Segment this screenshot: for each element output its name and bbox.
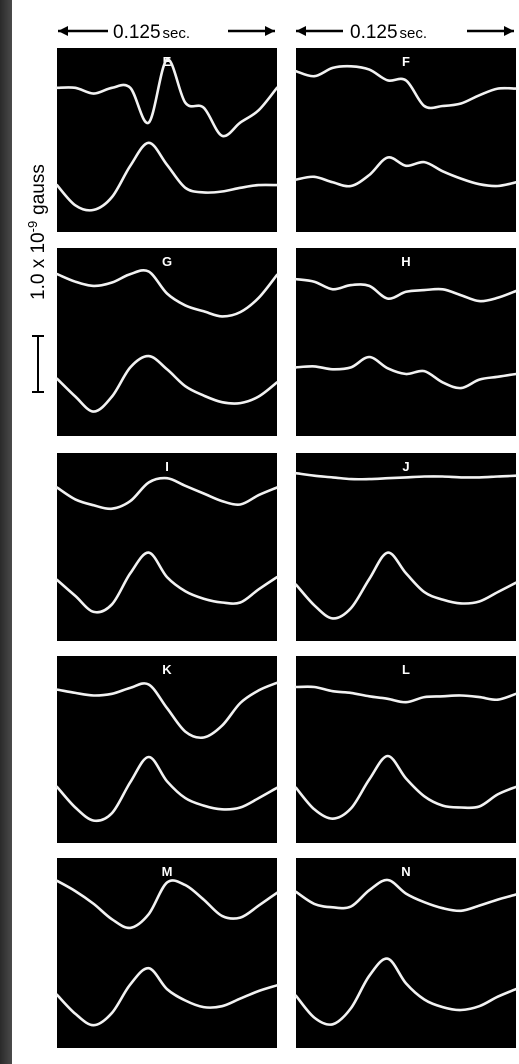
panel-label: N (401, 864, 410, 879)
panel-background (296, 858, 516, 1048)
arrowhead-right-a (296, 26, 306, 36)
amplitude-scale: 1.0 x 10-9gauss (25, 164, 49, 393)
panel-m: M (55, 858, 279, 1048)
upper-trace (55, 476, 279, 511)
panel-background (296, 453, 516, 641)
panel-i: I (55, 453, 279, 641)
lower-trace (55, 966, 279, 1027)
panel-background (57, 48, 277, 232)
upper-trace (294, 64, 518, 110)
panel-background (296, 248, 516, 436)
panel-label: M (162, 864, 173, 879)
panel-background (296, 656, 516, 843)
panel-h: H (294, 248, 518, 436)
lower-trace (294, 957, 518, 1026)
panel-background (57, 656, 277, 843)
scale-label: 1.0 x 10-9gauss (25, 164, 49, 300)
lower-trace (55, 141, 279, 212)
panel-label: K (162, 662, 172, 677)
lower-trace (294, 156, 518, 188)
upper-trace (294, 277, 518, 303)
panel-f: F (294, 48, 518, 232)
panel-label: I (165, 459, 169, 474)
lower-trace (55, 755, 279, 823)
lower-trace (294, 551, 518, 620)
upper-trace (294, 471, 518, 481)
lower-trace (294, 754, 518, 821)
panel-n: N (294, 858, 518, 1048)
panel-background (57, 453, 277, 641)
panel-background (57, 858, 277, 1048)
panel-e: E (55, 48, 279, 232)
upper-trace (294, 878, 518, 913)
panel-j: J (294, 453, 518, 641)
panel-g: G (55, 248, 279, 436)
time-label-left: 0.125 sec. (113, 22, 190, 43)
arrowhead-left-a (58, 26, 68, 36)
panel-background (296, 48, 516, 232)
panel-label: F (402, 54, 410, 69)
upper-trace (55, 58, 279, 138)
panel-label: H (401, 254, 410, 269)
panels-grid: E F G H I J K L M N (55, 48, 518, 1048)
dark-page-edge (0, 0, 12, 1064)
upper-trace (55, 681, 279, 740)
panel-label: E (163, 54, 172, 69)
lower-trace (55, 354, 279, 413)
panel-k: K (55, 656, 279, 843)
upper-trace (55, 268, 279, 318)
panel-l: L (294, 656, 518, 843)
time-scale-right: 0.125 sec. (296, 22, 514, 43)
upper-trace (294, 685, 518, 704)
lower-trace (55, 551, 279, 614)
time-scale-left: 0.125 sec. (58, 22, 275, 43)
upper-trace (55, 879, 279, 930)
panel-label: G (162, 254, 172, 269)
arrowhead-left-b (265, 26, 275, 36)
time-label-right: 0.125 sec. (350, 22, 427, 43)
panel-label: J (402, 459, 409, 474)
panel-label: L (402, 662, 410, 677)
lower-trace (294, 355, 518, 390)
panel-background (57, 248, 277, 436)
arrowhead-right-b (504, 26, 514, 36)
